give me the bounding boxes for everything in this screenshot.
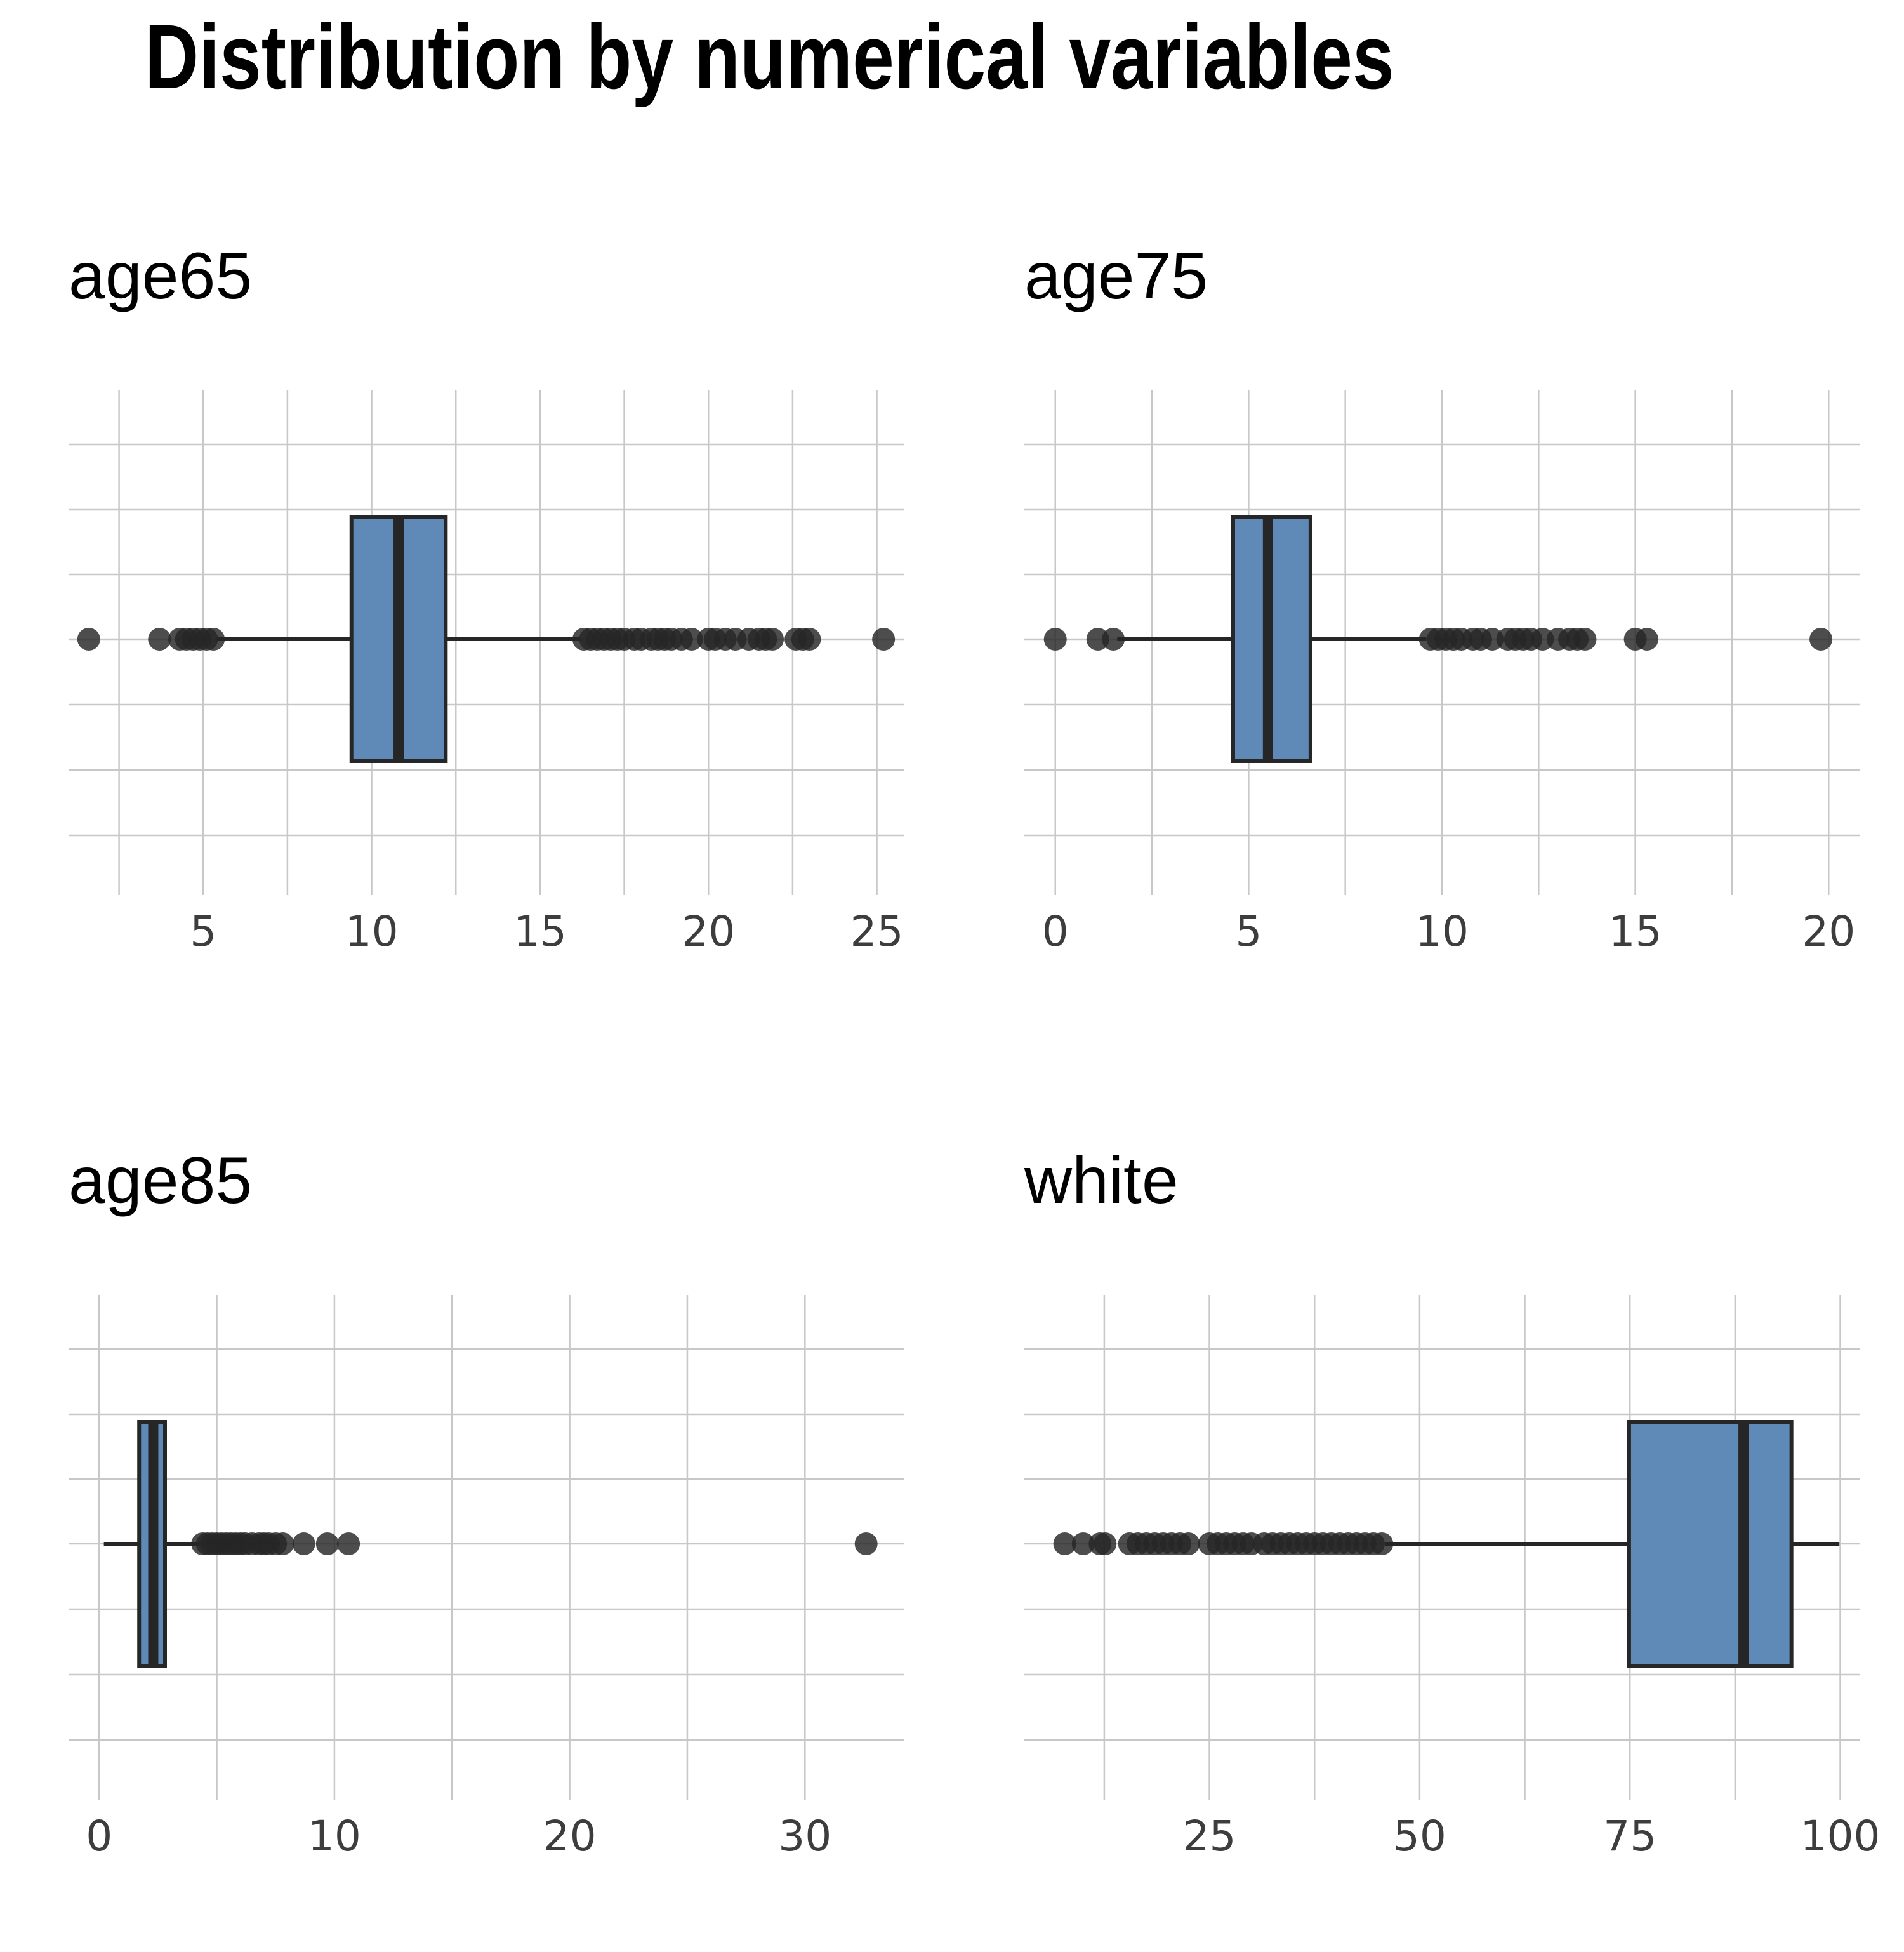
panel-title: white (1024, 1144, 1179, 1218)
outlier-point (798, 628, 821, 651)
outlier-point (680, 628, 703, 651)
x-tick-label: 20 (543, 1812, 597, 1861)
x-tick-label: 20 (682, 907, 735, 956)
boxplot-panel-white: white 25 50 75 100 (1024, 1139, 1904, 1952)
chart-title: Distribution by numerical variables (145, 6, 1394, 108)
outlier-point (202, 628, 225, 651)
boxplot-panel-age75: age75 0 5 10 15 20 (1024, 235, 1904, 1047)
outlier-point (315, 1532, 339, 1555)
outlier-point (148, 628, 171, 651)
x-tick-label: 10 (308, 1812, 361, 1861)
x-tick-label: 75 (1603, 1812, 1656, 1861)
outlier-point (1370, 1532, 1394, 1555)
boxplot-age85: 0 10 20 30 (69, 1295, 904, 1861)
x-tick-label: 0 (86, 1812, 112, 1861)
x-tick-label: 0 (1042, 907, 1069, 956)
outlier-point (1102, 628, 1125, 651)
x-tick-label: 25 (1183, 1812, 1236, 1861)
panel-title: age65 (69, 239, 253, 313)
x-tick-label: 25 (850, 907, 904, 956)
outlier-point (337, 1532, 360, 1555)
x-tick-label: 10 (1415, 907, 1469, 956)
x-tick-label: 100 (1801, 1812, 1881, 1861)
x-tick-label: 20 (1802, 907, 1855, 956)
x-tick-label: 5 (1235, 907, 1262, 956)
box-iqr (1627, 1420, 1794, 1668)
outlier-point (1573, 628, 1597, 651)
outlier-point (1177, 1532, 1200, 1555)
outlier-point (77, 628, 100, 651)
boxplot-panel-age85: age85 0 10 20 30 (69, 1139, 957, 1952)
panel-title: age85 (69, 1144, 253, 1218)
x-tick-label: 50 (1393, 1812, 1446, 1861)
boxplot-age75: 0 5 10 15 20 (1024, 390, 1860, 956)
panel-title: age75 (1024, 239, 1208, 313)
x-tick-label: 10 (345, 907, 399, 956)
outlier-point (1635, 628, 1658, 651)
outlier-point (292, 1532, 315, 1555)
boxplot-age65: 5 10 15 20 25 (69, 390, 904, 956)
boxplot-white: 25 50 75 100 (1024, 1295, 1881, 1861)
outlier-point (1053, 1532, 1076, 1555)
outlier-point (872, 628, 896, 651)
outlier-point (271, 1532, 294, 1555)
outlier-point (1809, 628, 1833, 651)
x-tick-label: 5 (190, 907, 216, 956)
x-tick-label: 30 (778, 1812, 831, 1861)
outlier-point (1043, 628, 1067, 651)
boxplot-panel-age65: age65 5 10 15 20 25 (69, 235, 957, 1047)
outlier-point (854, 1532, 878, 1555)
outlier-point (1094, 1532, 1117, 1555)
x-tick-label: 15 (1609, 907, 1662, 956)
outlier-point (761, 628, 784, 651)
outlier-point (1071, 1532, 1095, 1555)
x-tick-label: 15 (513, 907, 567, 956)
